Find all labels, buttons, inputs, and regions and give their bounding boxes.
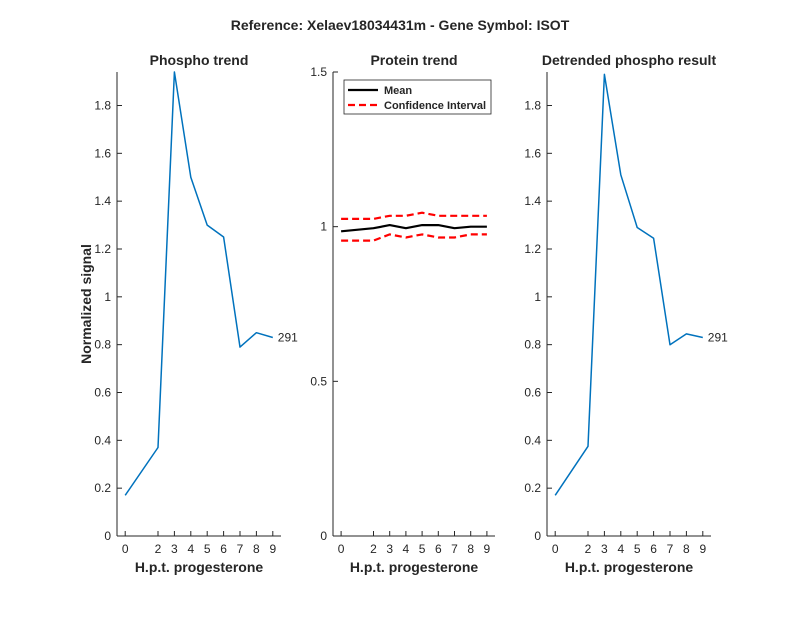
x-tick-label: 9 xyxy=(269,542,276,556)
y-tick-label: 1.5 xyxy=(310,65,327,79)
y-tick-label: 0.5 xyxy=(310,374,327,388)
series-line xyxy=(124,71,274,496)
x-tick-label: 7 xyxy=(451,542,458,556)
x-tick-label: 7 xyxy=(667,542,674,556)
x-tick-label: 8 xyxy=(467,542,474,556)
y-tick-label: 0.4 xyxy=(524,433,541,447)
y-tick-label: 0 xyxy=(320,529,327,543)
series-end-label: 291 xyxy=(708,330,728,344)
y-tick-label: 1.2 xyxy=(524,242,541,256)
x-tick-label: 0 xyxy=(338,542,345,556)
x-tick-label: 6 xyxy=(650,542,657,556)
ci-lower-line xyxy=(341,233,487,242)
x-tick-label: 2 xyxy=(370,542,377,556)
x-tick-label: 9 xyxy=(484,542,491,556)
x-tick-label: 6 xyxy=(220,542,227,556)
y-tick-label: 0.6 xyxy=(524,385,541,399)
x-tick-label: 3 xyxy=(601,542,608,556)
x-tick-label: 6 xyxy=(435,542,442,556)
subplot-1: 0 0.2 0.4 0.6 0.8 1 1.2 1.4 1.6 1.8 0 2 3 4 5 6 7 8 9 Phosp… xyxy=(78,52,298,575)
legend-entry: Confidence Interval xyxy=(384,100,486,112)
y-tick-label: 0 xyxy=(104,529,111,543)
y-tick-label: 0 xyxy=(534,529,541,543)
subplot-3: 0 0.2 0.4 0.6 0.8 1 1.2 1.4 1.6 1.8 0 2 3 4 5 6 7 8 9 Detre… xyxy=(524,52,728,575)
x-tick-label: 5 xyxy=(634,542,641,556)
y-tick-label: 0.6 xyxy=(94,385,111,399)
y-tick-label: 0.2 xyxy=(94,481,111,495)
y-tick-label: 1.8 xyxy=(94,98,111,112)
subplot-title: Phospho trend xyxy=(150,52,249,68)
y-tick-label: 1.4 xyxy=(94,194,111,208)
series-end-label: 291 xyxy=(278,330,298,344)
x-axis-label: H.p.t. progesterone xyxy=(565,559,694,575)
legend-entry: Mean xyxy=(384,85,412,97)
x-axis-label: H.p.t. progesterone xyxy=(135,559,264,575)
x-tick-label: 2 xyxy=(585,542,592,556)
y-tick-label: 1 xyxy=(534,290,541,304)
subplots: 00.20.40.60.811.21.41.61.80 2 3 4 5 6 7 8 9Phosp… xyxy=(78,52,728,575)
x-tick-label: 0 xyxy=(552,542,559,556)
y-tick-label: 0.8 xyxy=(94,338,111,352)
legend: Mean Confidence Interval xyxy=(343,79,492,115)
y-tick-label: 0.2 xyxy=(524,481,541,495)
subplot-title: Protein trend xyxy=(370,52,457,68)
y-tick-label: 0.4 xyxy=(94,433,111,447)
mean-line xyxy=(340,224,487,233)
ci-upper-line xyxy=(341,211,487,220)
x-tick-label: 9 xyxy=(699,542,706,556)
y-tick-label: 1.4 xyxy=(524,194,541,208)
y-tick-label: 0.8 xyxy=(524,338,541,352)
subplot-title: Detrended phospho result xyxy=(542,52,717,68)
y-tick-label: 1.6 xyxy=(94,146,111,160)
x-tick-label: 5 xyxy=(204,542,211,556)
y-tick-label: 1 xyxy=(104,290,111,304)
figure-title: Reference: Xelaev18034431m - Gene Symbol… xyxy=(231,17,570,33)
y-axis-label: Normalized signal xyxy=(78,244,94,364)
x-tick-label: 3 xyxy=(386,542,393,556)
legend-box xyxy=(343,79,492,115)
x-tick-label: 2 xyxy=(155,542,162,556)
x-tick-label: 8 xyxy=(253,542,260,556)
x-tick-label: 5 xyxy=(419,542,426,556)
series-line xyxy=(554,73,703,496)
y-tick-label: 1.6 xyxy=(524,146,541,160)
y-tick-label: 1.2 xyxy=(94,242,111,256)
subplot-2: 0 0.5 1 1.5 0 2 3 4 5 6 7 8 9 Protein trend H.p.t. pro… xyxy=(310,52,495,575)
x-tick-label: 0 xyxy=(122,542,129,556)
y-tick-label: 1 xyxy=(320,220,327,234)
x-axis-label: H.p.t. progesterone xyxy=(350,559,479,575)
x-tick-label: 4 xyxy=(403,542,410,556)
x-tick-label: 7 xyxy=(237,542,244,556)
x-tick-label: 4 xyxy=(187,542,194,556)
y-tick-label: 1.8 xyxy=(524,98,541,112)
x-tick-label: 8 xyxy=(683,542,690,556)
x-tick-label: 3 xyxy=(171,542,178,556)
x-tick-label: 4 xyxy=(617,542,624,556)
